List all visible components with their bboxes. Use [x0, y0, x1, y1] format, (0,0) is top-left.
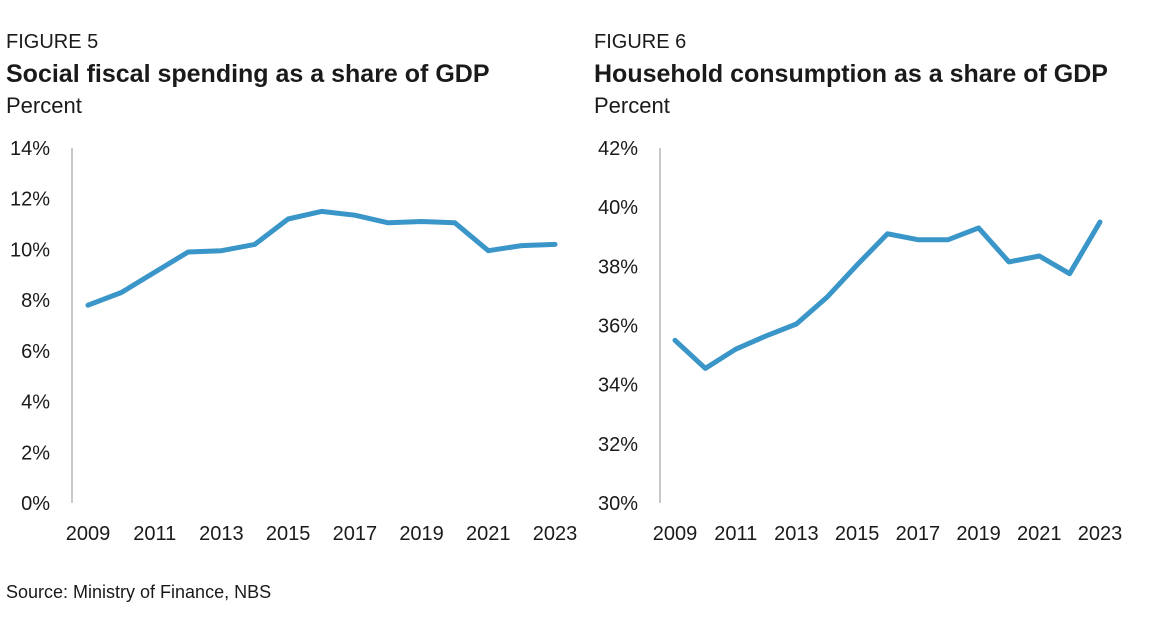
source-note: Source: Ministry of Finance, NBS: [6, 582, 272, 602]
x-tick-label: 2011: [714, 523, 757, 545]
figure-label: FIGURE 6: [594, 31, 687, 53]
y-tick-label: 4%: [21, 392, 50, 414]
x-tick-label: 2023: [1078, 523, 1123, 545]
y-tick-label: 8%: [21, 290, 50, 312]
x-tick-label: 2021: [466, 523, 511, 545]
y-tick-label: 36%: [598, 316, 638, 338]
y-tick-label: 12%: [10, 189, 50, 211]
unit-label: Percent: [594, 93, 670, 118]
x-tick-label: 2013: [199, 523, 244, 545]
figure-label: FIGURE 5: [6, 31, 99, 53]
y-tick-label: 38%: [598, 256, 638, 278]
x-tick-label: 2017: [333, 523, 378, 545]
chart-social-spending: 0% 2% 4% 6% 8% 10% 12% 14% 2009 2011 2013 2015 2017 2…: [10, 138, 577, 545]
y-tick-label: 0%: [21, 493, 50, 515]
chart-title: Household consumption as a share of GDP: [594, 60, 1108, 88]
series-line: [85, 208, 558, 308]
y-tick-label: 2%: [21, 442, 50, 464]
figure-5-panel: FIGURE 5 Social fiscal spending as a sha…: [0, 0, 577, 560]
x-tick-label: 2015: [266, 523, 311, 545]
x-tick-label: 2019: [399, 523, 444, 545]
y-tick-label: 30%: [598, 493, 638, 515]
x-tick-label: 2021: [1017, 523, 1061, 545]
figure-6-panel: FIGURE 6 Household consumption as a shar…: [588, 0, 1148, 560]
x-tick-label: 2023: [533, 523, 578, 545]
x-tick-label: 2019: [956, 523, 1001, 545]
y-tick-label: 14%: [10, 138, 50, 160]
chart-title: Social fiscal spending as a share of GDP: [6, 60, 490, 88]
y-tick-label: 6%: [21, 341, 50, 363]
unit-label: Percent: [6, 93, 82, 118]
y-tick-label: 34%: [598, 375, 638, 397]
y-tick-label: 40%: [598, 197, 638, 219]
x-tick-label: 2009: [66, 523, 111, 545]
x-tick-label: 2017: [896, 523, 941, 545]
y-tick-label: 10%: [10, 239, 50, 261]
series-line: [672, 219, 1103, 371]
chart-household-consumption: 30% 32% 34% 36% 38% 40% 42% 2009 2011 2013 2015 201…: [598, 138, 1123, 545]
x-tick-label: 2013: [774, 523, 819, 545]
x-tick-label: 2011: [133, 523, 176, 545]
x-tick-label: 2009: [653, 523, 698, 545]
y-tick-label: 42%: [598, 138, 638, 160]
x-tick-label: 2015: [835, 523, 880, 545]
y-tick-label: 32%: [598, 434, 638, 456]
